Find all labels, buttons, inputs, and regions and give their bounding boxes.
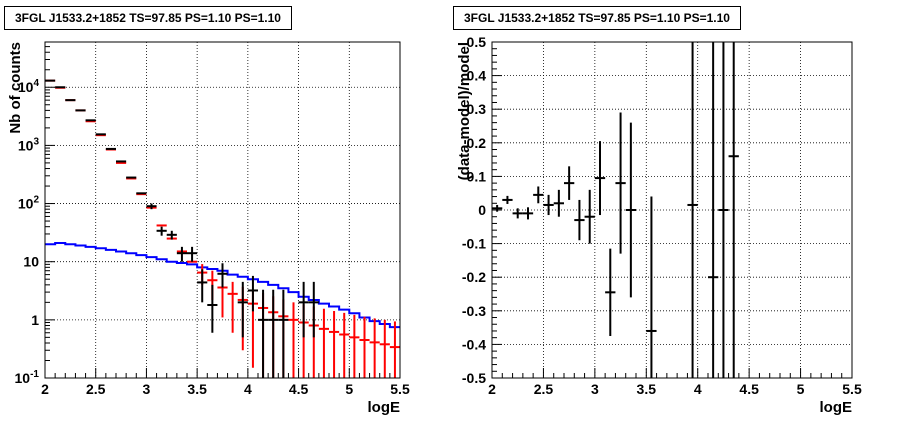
data-point [258, 289, 269, 378]
y-tick-label: 1 [31, 312, 39, 328]
y-tick-label: 103 [18, 136, 40, 153]
x-tick-label: 5 [797, 381, 805, 397]
x-axis-title: logE [368, 399, 401, 416]
x-tick-label: 3 [591, 381, 599, 397]
x-tick-label: 5.5 [390, 381, 410, 397]
data-point [197, 269, 208, 303]
residual-point [605, 248, 616, 336]
data-point [156, 226, 167, 236]
left-chart-title: 3FGL J1533.2+1852 TS=97.85 PS=1.10 PS=1.… [4, 6, 292, 30]
model-point [359, 316, 370, 378]
y-tick-label: 0.1 [467, 168, 487, 184]
residual-point [574, 199, 585, 241]
residual-point [728, 42, 739, 378]
residual-point [625, 122, 636, 298]
residual-point [553, 189, 564, 217]
data-point [298, 281, 309, 338]
residuals-panel: 2 2.5 3 3.5 4 4.5 5 5.5 -0.5 -0.4 -0.3 -0.2 -0.1 0 0.1… [456, 34, 862, 416]
x-tick-label: 2.5 [534, 381, 554, 397]
data-point [217, 263, 228, 288]
model-point [318, 308, 329, 378]
data-point [187, 246, 198, 262]
model-point [227, 281, 238, 333]
x-tick-label: 2.5 [86, 381, 106, 397]
x-tick-label: 4.5 [739, 381, 759, 397]
data-point [146, 203, 157, 210]
y-axis-title: (data-model)/model [456, 42, 473, 180]
residual-point [512, 208, 523, 219]
data-point [268, 289, 279, 378]
plot-area [45, 42, 400, 378]
residual-point [522, 207, 534, 220]
model-point [288, 302, 299, 378]
x-tick-label: 4 [694, 381, 702, 397]
y-tick-label: -0.3 [462, 303, 486, 319]
residual-point [584, 189, 595, 244]
y-tick-label: 0.3 [467, 101, 487, 117]
residual-point [543, 194, 554, 216]
y-tick-label: 10-1 [15, 369, 40, 386]
x-tick-label: 4.5 [289, 381, 309, 397]
data-point [176, 246, 187, 262]
x-tick-label: 4 [244, 381, 252, 397]
y-tick-label: -0.5 [462, 370, 486, 386]
residual-point [708, 42, 719, 378]
data-point [166, 230, 177, 240]
residual-point [687, 42, 698, 378]
x-axis-title: logE [820, 399, 853, 416]
residual-point [502, 195, 513, 204]
residual-point [718, 42, 729, 378]
residual-point [564, 166, 575, 200]
residual-point [594, 141, 606, 216]
residual-point [492, 204, 503, 212]
model-point [389, 321, 400, 378]
y-tick-label: -0.4 [462, 336, 486, 352]
y-tick-label: 0.2 [467, 135, 487, 151]
residual-point [615, 112, 626, 254]
data-point [237, 281, 248, 338]
y-tick-label: -0.1 [462, 236, 486, 252]
data-point [207, 284, 218, 333]
plot-frame [44, 41, 401, 379]
plot-frame [491, 41, 853, 379]
x-tick-label: 2 [488, 381, 496, 397]
residual-point [646, 196, 657, 378]
data-point [308, 281, 319, 338]
y-axis-title: Nb of counts [7, 42, 24, 134]
x-tick-label: 3.5 [187, 381, 207, 397]
x-tick-label: 5.5 [842, 381, 862, 397]
x-tick-label: 5 [345, 381, 353, 397]
right-chart-title: 3FGL J1533.2+1852 TS=97.85 PS=1.10 PS=1.… [453, 6, 741, 30]
model-point [339, 312, 350, 378]
model-point [379, 319, 390, 378]
residual-point [533, 186, 544, 204]
y-tick-label: -0.2 [462, 269, 486, 285]
x-tick-label: 3.5 [637, 381, 657, 397]
y-tick-label: 0.5 [467, 34, 487, 50]
data-point [247, 275, 258, 312]
y-tick-label: 0.4 [467, 68, 487, 84]
model-point [329, 310, 340, 378]
y-tick-label: 10 [23, 254, 39, 270]
data-point [278, 289, 289, 378]
model-point [349, 314, 360, 378]
model-point [369, 318, 380, 378]
y-tick-label: 102 [18, 195, 40, 212]
x-tick-label: 3 [143, 381, 151, 397]
y-tick-label: 0 [478, 202, 486, 218]
x-tick-label: 2 [41, 381, 49, 397]
